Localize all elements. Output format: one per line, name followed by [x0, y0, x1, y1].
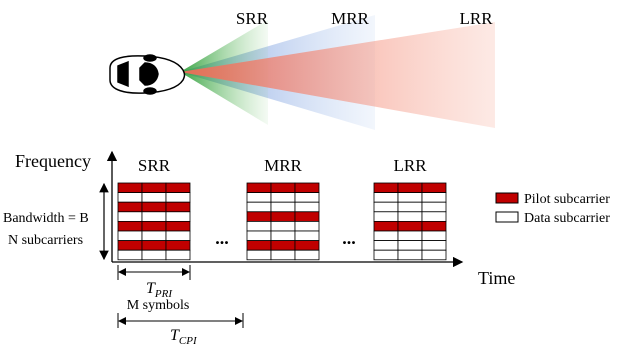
data-cell [166, 250, 190, 260]
legend-swatch [496, 193, 518, 203]
pilot-cell [142, 202, 166, 212]
pilot-cell [142, 241, 166, 251]
pilot-cell [271, 241, 295, 251]
data-cell [295, 193, 319, 203]
data-cell [271, 221, 295, 231]
pilot-cell [271, 183, 295, 193]
axis-label: Frequency [15, 151, 91, 171]
data-cell [247, 231, 271, 241]
pilot-cell [118, 241, 142, 251]
data-cell [166, 212, 190, 222]
beam-label: SRR [236, 9, 269, 28]
data-cell [374, 193, 398, 203]
pilot-cell [295, 241, 319, 251]
data-cell [142, 250, 166, 260]
legend-label: Pilot subcarrier [524, 192, 610, 207]
data-cell [398, 241, 422, 251]
subscript: CPI [179, 335, 198, 347]
block-label: LRR [393, 156, 427, 175]
pilot-cell [166, 221, 190, 231]
pilot-cell [271, 212, 295, 222]
grids [118, 183, 446, 260]
pilot-cell [247, 183, 271, 193]
pilot-cell [166, 241, 190, 251]
pilot-cell [118, 221, 142, 231]
block-label: MRR [264, 156, 302, 175]
ellipsis: ... [215, 228, 229, 248]
data-cell [374, 202, 398, 212]
data-cell [271, 250, 295, 260]
data-cell [118, 231, 142, 241]
data-cell [166, 231, 190, 241]
data-cell [398, 250, 422, 260]
beam-label: LRR [459, 9, 493, 28]
pilot-cell [166, 202, 190, 212]
data-cell [398, 231, 422, 241]
car [110, 55, 185, 94]
bandwidth-label: Bandwidth = B [3, 211, 89, 226]
data-cell [422, 202, 446, 212]
data-cell [422, 231, 446, 241]
bandwidth-label: N subcarriers [8, 233, 83, 248]
data-cell [118, 212, 142, 222]
beams [180, 15, 495, 130]
data-cell [271, 231, 295, 241]
legend-label: Data subcarrier [524, 211, 610, 226]
tpri-note: M symbols [127, 298, 190, 313]
data-cell [142, 212, 166, 222]
diagram: SRR MRR LRR Frequency Time SRR MRR LRR .… [0, 0, 619, 347]
data-cell [398, 193, 422, 203]
data-cell [295, 221, 319, 231]
data-cell [374, 212, 398, 222]
ellipsis: ... [342, 228, 356, 248]
pilot-cell [422, 183, 446, 193]
data-cell [247, 193, 271, 203]
beam-label: MRR [331, 9, 369, 28]
pilot-cell [142, 221, 166, 231]
data-cell [374, 231, 398, 241]
axis-label: Time [478, 268, 515, 288]
pilot-cell [118, 202, 142, 212]
data-cell [422, 250, 446, 260]
pilot-cell [295, 183, 319, 193]
data-cell [422, 241, 446, 251]
pilot-cell [422, 221, 446, 231]
pilot-cell [142, 183, 166, 193]
data-cell [422, 193, 446, 203]
pilot-cell [295, 212, 319, 222]
data-cell [247, 250, 271, 260]
legend-swatch [496, 212, 518, 222]
pilot-cell [374, 183, 398, 193]
data-cell [398, 202, 422, 212]
data-cell [118, 193, 142, 203]
data-cell [374, 250, 398, 260]
pilot-cell [247, 241, 271, 251]
tcpi-label: TCPI [170, 327, 198, 347]
data-cell [166, 193, 190, 203]
data-cell [247, 202, 271, 212]
data-cell [398, 212, 422, 222]
pilot-cell [374, 221, 398, 231]
data-cell [422, 212, 446, 222]
data-cell [295, 202, 319, 212]
pilot-cell [398, 183, 422, 193]
data-cell [142, 231, 166, 241]
pilot-cell [166, 183, 190, 193]
data-cell [247, 221, 271, 231]
data-cell [271, 193, 295, 203]
pilot-cell [398, 221, 422, 231]
tpri-label: TPRI [146, 280, 173, 300]
block-label: SRR [138, 156, 171, 175]
data-cell [271, 202, 295, 212]
data-cell [374, 241, 398, 251]
pilot-cell [247, 212, 271, 222]
data-cell [295, 231, 319, 241]
pilot-cell [118, 183, 142, 193]
data-cell [118, 250, 142, 260]
data-cell [142, 193, 166, 203]
data-cell [295, 250, 319, 260]
